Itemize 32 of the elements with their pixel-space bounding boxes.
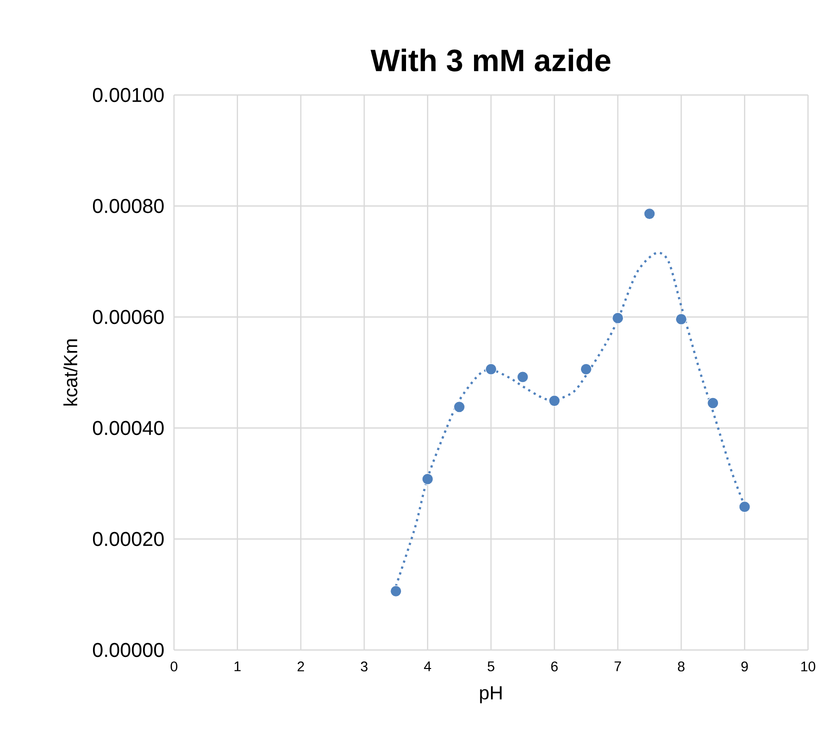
y-axis-title: kcat/Km bbox=[63, 339, 78, 406]
point bbox=[516, 371, 529, 383]
x-tick-label: 5 bbox=[488, 662, 494, 672]
x-tick-label: 4 bbox=[424, 662, 432, 672]
x-tick-label: 7 bbox=[614, 662, 621, 672]
point bbox=[707, 397, 719, 409]
x-tick-label: 6 bbox=[551, 662, 558, 672]
x-axis-title: pH bbox=[480, 686, 502, 704]
x-tick-label: 9 bbox=[741, 662, 748, 672]
y-tick-label: 0.00080 bbox=[92, 198, 164, 214]
point bbox=[644, 208, 656, 220]
x-tick-label: 2 bbox=[298, 662, 304, 672]
y-tick-label: 0.00020 bbox=[92, 532, 164, 546]
x-tick-label: 8 bbox=[678, 662, 684, 672]
point bbox=[612, 312, 624, 324]
point bbox=[738, 501, 750, 513]
y-tick-label: 0.00100 bbox=[92, 88, 164, 102]
point bbox=[454, 401, 466, 413]
point bbox=[675, 313, 688, 326]
y-tick-label: 0.00000 bbox=[92, 642, 164, 658]
point bbox=[422, 473, 434, 485]
chart-title: With 3 mM azide bbox=[370, 48, 610, 72]
point bbox=[390, 585, 402, 597]
x-tick-label: 10 bbox=[801, 662, 816, 672]
y-tick-label: 0.00060 bbox=[92, 310, 164, 324]
x-tick-label: 1 bbox=[234, 662, 241, 672]
x-tick-label: 0 bbox=[170, 662, 178, 672]
point bbox=[580, 363, 592, 375]
point bbox=[485, 363, 497, 375]
y-tick-label: 0.00040 bbox=[92, 420, 164, 436]
x-tick-label: 3 bbox=[360, 662, 368, 672]
point bbox=[548, 395, 560, 407]
